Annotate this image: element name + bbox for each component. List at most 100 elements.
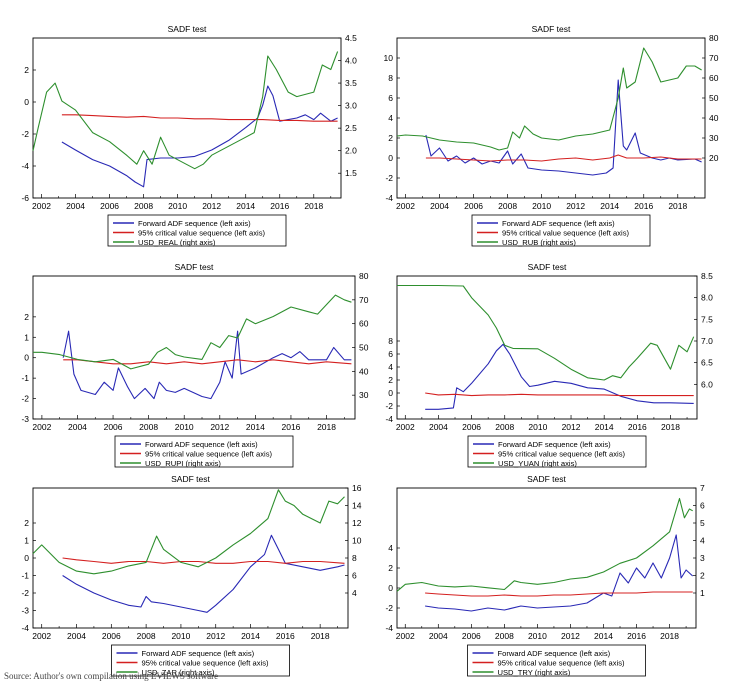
left-tick-label: -4 — [21, 161, 29, 171]
left-tick-label: -2 — [385, 401, 393, 411]
x-tick-label: 2014 — [236, 201, 255, 211]
right-tick-label: 1 — [700, 588, 705, 598]
chart-title: SADF test — [532, 24, 571, 34]
x-tick-label: 2014 — [600, 201, 619, 211]
left-tick-label: 0 — [388, 153, 393, 163]
x-tick-label: 2006 — [100, 201, 119, 211]
chart-title: SADF test — [168, 24, 207, 34]
left-tick-label: 2 — [24, 65, 29, 75]
left-tick-label: 8 — [388, 336, 393, 346]
x-tick-label: 2008 — [498, 201, 517, 211]
right-tick-label: 3 — [700, 553, 705, 563]
x-tick-label: 2014 — [241, 631, 260, 641]
right-tick-label: 6.5 — [701, 358, 713, 368]
left-tick-label: 2 — [388, 133, 393, 143]
left-tick-label: 1 — [24, 332, 29, 342]
figure-caption: Source: Author's own compilation using E… — [4, 671, 219, 681]
x-tick-label: 2012 — [562, 422, 581, 432]
legend-label: USD_RUB (right axis) — [502, 238, 576, 247]
x-tick-label: 2008 — [139, 422, 158, 432]
left-tick-label: 2 — [24, 518, 29, 528]
x-tick-label: 2018 — [661, 422, 680, 432]
plot-frame — [32, 275, 356, 420]
series-line-1 — [425, 343, 694, 410]
x-tick-label: 2012 — [566, 201, 585, 211]
left-tick-label: 4 — [388, 113, 393, 123]
x-tick-label: 2008 — [495, 422, 514, 432]
legend-label: 95% critical value sequence (left axis) — [142, 659, 270, 668]
legend-label: 95% critical value sequence (left axis) — [138, 229, 266, 238]
x-tick-label: 2012 — [202, 201, 221, 211]
plot-frame — [32, 487, 349, 629]
right-tick-label: 50 — [709, 93, 719, 103]
chart-title: SADF test — [528, 262, 567, 272]
left-tick-label: 0 — [388, 583, 393, 593]
legend-label: Forward ADF sequence (left axis) — [138, 219, 251, 228]
plot-frame — [396, 275, 698, 420]
x-tick-label: 2018 — [304, 201, 323, 211]
right-tick-label: 8.0 — [701, 293, 713, 303]
x-tick-label: 2008 — [495, 631, 514, 641]
series-line-2 — [425, 154, 702, 162]
series-line-3 — [32, 51, 339, 170]
plot-frame — [32, 37, 342, 199]
legend-box — [471, 214, 651, 247]
x-tick-label: 2014 — [595, 422, 614, 432]
x-tick-label: 2002 — [32, 631, 51, 641]
legend-label: USD_ZAR (right axis) — [142, 668, 215, 677]
legend-box — [107, 214, 287, 247]
series-line-3 — [32, 489, 345, 575]
x-tick-label: 2018 — [311, 631, 330, 641]
x-tick-label: 2006 — [104, 422, 123, 432]
right-tick-label: 14 — [352, 501, 362, 511]
right-tick-label: 10 — [352, 536, 362, 546]
right-tick-label: 70 — [709, 53, 719, 63]
x-tick-label: 2004 — [430, 201, 449, 211]
left-tick-label: -3 — [21, 414, 29, 424]
chart-title: SADF test — [527, 474, 566, 484]
x-tick-label: 2016 — [628, 422, 647, 432]
right-tick-label: 16 — [352, 483, 362, 493]
right-tick-label: 60 — [359, 319, 369, 329]
x-tick-label: 2004 — [429, 631, 448, 641]
x-tick-label: 2006 — [462, 631, 481, 641]
left-tick-label: 1 — [24, 536, 29, 546]
left-tick-label: 0 — [24, 553, 29, 563]
left-tick-label: -4 — [21, 623, 29, 633]
left-tick-label: 2 — [388, 375, 393, 385]
legend-label: 95% critical value sequence (left axis) — [498, 450, 626, 459]
left-tick-label: 0 — [24, 97, 29, 107]
x-tick-label: 2014 — [594, 631, 613, 641]
x-tick-label: 2004 — [67, 631, 86, 641]
series-line-1 — [61, 85, 338, 188]
legend-box — [111, 644, 290, 677]
series-line-2 — [61, 114, 338, 122]
legend-label: Forward ADF sequence (left axis) — [145, 440, 258, 449]
series-line-2 — [62, 557, 345, 564]
x-tick-label: 2010 — [528, 631, 547, 641]
x-tick-label: 2002 — [396, 201, 415, 211]
left-tick-label: -4 — [385, 193, 393, 203]
right-tick-label: 5 — [700, 518, 705, 528]
right-tick-label: 50 — [359, 343, 369, 353]
x-tick-label: 2006 — [462, 422, 481, 432]
x-tick-label: 2006 — [102, 631, 121, 641]
legend-label: 95% critical value sequence (left axis) — [498, 659, 626, 668]
legend-label: 95% critical value sequence (left axis) — [502, 229, 630, 238]
x-tick-label: 2002 — [32, 422, 51, 432]
left-tick-label: 8 — [388, 73, 393, 83]
left-tick-label: 0 — [24, 353, 29, 363]
left-tick-label: 4 — [388, 362, 393, 372]
series-line-3 — [33, 294, 352, 370]
left-tick-label: 4 — [388, 543, 393, 553]
x-tick-label: 2004 — [68, 422, 87, 432]
left-tick-label: 0 — [388, 388, 393, 398]
x-tick-label: 2010 — [532, 201, 551, 211]
right-tick-label: 6 — [700, 501, 705, 511]
x-tick-label: 2010 — [171, 631, 190, 641]
series-line-2 — [425, 392, 694, 397]
legend-label: USD_YUAN (right axis) — [498, 459, 577, 468]
